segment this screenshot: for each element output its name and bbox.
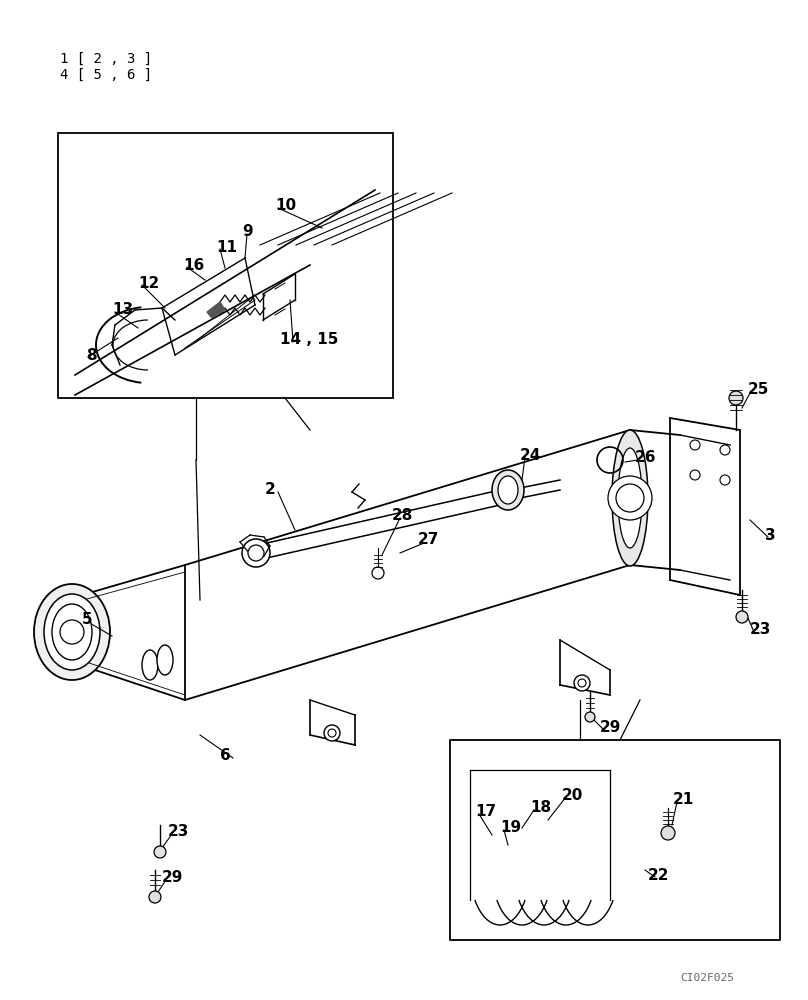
Circle shape: [324, 725, 340, 741]
Text: 17: 17: [475, 804, 496, 820]
Ellipse shape: [498, 476, 518, 504]
Circle shape: [585, 712, 595, 722]
Circle shape: [690, 470, 700, 480]
Circle shape: [328, 729, 336, 737]
Text: 22: 22: [648, 867, 670, 882]
Circle shape: [736, 611, 748, 623]
Text: 23: 23: [750, 622, 772, 638]
Text: 26: 26: [635, 450, 656, 466]
Text: 6: 6: [220, 748, 231, 762]
Circle shape: [616, 484, 644, 512]
Circle shape: [372, 567, 384, 579]
Text: 18: 18: [530, 800, 551, 816]
Text: 13: 13: [112, 302, 133, 318]
Text: 29: 29: [162, 870, 183, 886]
Circle shape: [608, 476, 652, 520]
Text: 3: 3: [765, 528, 776, 542]
Circle shape: [574, 675, 590, 691]
Text: 16: 16: [183, 257, 204, 272]
Text: 25: 25: [748, 382, 769, 397]
Polygon shape: [207, 302, 225, 318]
Text: 20: 20: [562, 788, 583, 802]
Circle shape: [661, 826, 675, 840]
Text: 14 , 15: 14 , 15: [280, 332, 339, 348]
Text: 21: 21: [673, 792, 694, 808]
Circle shape: [149, 891, 161, 903]
Text: 5: 5: [82, 612, 93, 628]
Ellipse shape: [618, 448, 642, 548]
Ellipse shape: [492, 470, 524, 510]
Text: 27: 27: [418, 532, 440, 548]
Text: 9: 9: [242, 225, 253, 239]
Circle shape: [60, 620, 84, 644]
Text: 8: 8: [86, 348, 97, 362]
Text: 28: 28: [392, 508, 414, 522]
Text: 24: 24: [520, 448, 541, 462]
Circle shape: [248, 545, 264, 561]
Text: 29: 29: [600, 720, 621, 736]
Text: 12: 12: [138, 275, 159, 290]
Circle shape: [690, 440, 700, 450]
Circle shape: [729, 391, 743, 405]
Ellipse shape: [44, 594, 100, 670]
Ellipse shape: [157, 645, 173, 675]
Ellipse shape: [612, 430, 648, 566]
Ellipse shape: [34, 584, 110, 680]
Circle shape: [578, 679, 586, 687]
Text: CI02F025: CI02F025: [680, 973, 734, 983]
Text: 19: 19: [500, 820, 521, 836]
Text: 2: 2: [265, 483, 276, 497]
Text: 4 [ 5 , 6 ]: 4 [ 5 , 6 ]: [60, 68, 152, 82]
Text: 23: 23: [168, 824, 189, 840]
Circle shape: [242, 539, 270, 567]
Circle shape: [720, 475, 730, 485]
Bar: [450, 740, 780, 940]
Text: 11: 11: [216, 239, 237, 254]
Bar: [58, 133, 393, 398]
Circle shape: [720, 445, 730, 455]
Ellipse shape: [142, 650, 158, 680]
Ellipse shape: [52, 604, 92, 660]
Text: 1 [ 2 , 3 ]: 1 [ 2 , 3 ]: [60, 52, 152, 66]
Circle shape: [154, 846, 166, 858]
Text: 10: 10: [275, 198, 296, 213]
